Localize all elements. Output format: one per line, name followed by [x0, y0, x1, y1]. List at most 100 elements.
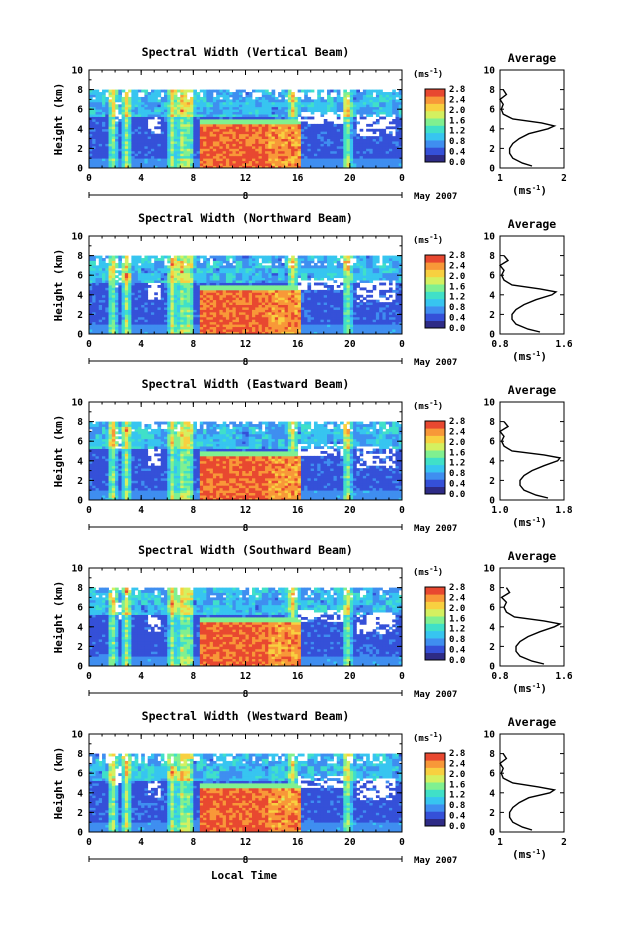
heatmap-cell [160, 331, 165, 335]
heatmap-cell [157, 143, 162, 147]
colorbar-tick-label: 1.2 [449, 127, 465, 137]
heatmap-cell [98, 99, 103, 103]
heatmap-cell [167, 109, 171, 113]
heatmap-cell [105, 101, 109, 105]
heatmap-cell [258, 289, 263, 293]
heatmap-cell [291, 109, 295, 113]
heatmap-cell [242, 128, 246, 132]
heatmap-cell [291, 285, 295, 288]
heatmap-cell [118, 104, 122, 108]
heatmap-cell [278, 311, 282, 315]
heatmap-cell [225, 309, 230, 313]
heatmap-cell [102, 329, 106, 332]
heatmap-cell [170, 314, 175, 318]
heatmap-cell [111, 309, 116, 313]
heatmap-cell [327, 143, 331, 147]
heatmap-cell [183, 302, 188, 305]
heatmap-cell [245, 275, 250, 279]
heatmap-cell [180, 267, 184, 271]
heatmap-cell [235, 272, 240, 276]
heatmap-cell [111, 128, 116, 132]
heatmap-cell [278, 282, 282, 286]
heatmap-cell [242, 319, 246, 323]
heatmap-cell [92, 101, 96, 105]
heatmap-cell [154, 326, 158, 330]
heatmap-cell [242, 289, 246, 293]
average-y-tick-label: 2 [489, 144, 495, 155]
heatmap-cell [212, 319, 217, 323]
heatmap-cell [284, 121, 289, 125]
heatmap-cell [229, 155, 233, 159]
heatmap-cell [388, 96, 393, 100]
heatmap-cell [313, 163, 318, 166]
heatmap-cell [317, 148, 321, 152]
heatmap-cell [173, 123, 178, 127]
heatmap-cell [379, 101, 383, 105]
heatmap-cell [131, 309, 136, 313]
heatmap-cell [248, 314, 253, 318]
heatmap-cell [134, 329, 139, 332]
heatmap-cell [150, 160, 155, 164]
heatmap-cell [177, 121, 181, 125]
heatmap-cell [291, 111, 295, 115]
heatmap-cell [98, 150, 103, 154]
heatmap-cell [173, 262, 178, 266]
heatmap-cell [229, 314, 233, 318]
heatmap-cell [193, 324, 197, 328]
heatmap-cell [252, 267, 256, 271]
heatmap-cell [118, 285, 122, 288]
heatmap-cell [212, 316, 217, 320]
heatmap-cell [281, 109, 286, 113]
heatmap-cell [98, 109, 103, 113]
heatmap-cell [150, 150, 155, 154]
heatmap-cell [219, 319, 224, 323]
heatmap-cell [310, 104, 315, 108]
heatmap-cell [261, 319, 266, 323]
heatmap-cell [115, 282, 119, 286]
heatmap-cell [180, 270, 184, 274]
heatmap-cell [304, 150, 308, 154]
heatmap-cell [131, 114, 136, 117]
heatmap-cell [206, 165, 211, 169]
heatmap-cell [388, 121, 393, 125]
heatmap-cell [160, 287, 165, 291]
heatmap-cell [340, 138, 344, 142]
heatmap-cell [193, 292, 197, 296]
heatmap-cell [398, 114, 403, 117]
heatmap-cell [235, 99, 240, 103]
heatmap-cell [362, 160, 367, 164]
heatmap-cell [287, 163, 292, 166]
heatmap-cell [134, 267, 139, 271]
heatmap-cell [340, 106, 344, 110]
heatmap-cell [144, 133, 149, 137]
heatmap-cell [95, 145, 100, 149]
heatmap-cell [209, 92, 214, 95]
heatmap-cell [105, 304, 109, 308]
heatmap-cell [160, 262, 165, 266]
heatmap-cell [199, 89, 204, 93]
heatmap-cell [154, 99, 158, 103]
heatmap-cell [163, 265, 168, 269]
heatmap-cell [128, 311, 132, 315]
heatmap-cell [219, 304, 224, 308]
heatmap-cell [265, 123, 269, 127]
heatmap-cell [274, 275, 279, 279]
heatmap-cell [265, 287, 269, 291]
heatmap-cell [186, 255, 191, 259]
heatmap-cell [193, 319, 197, 323]
heatmap-cell [297, 316, 302, 320]
heatmap-cell [353, 155, 357, 159]
heatmap-cell [137, 304, 142, 308]
heatmap-cell [111, 289, 116, 293]
day-marker: 8 [243, 191, 249, 202]
heatmap-cell [183, 270, 188, 274]
heatmap-cell [281, 119, 286, 122]
heatmap-cell [268, 255, 272, 259]
heatmap-cell [287, 297, 292, 301]
heatmap-cell [287, 136, 292, 139]
heatmap-cell [261, 94, 266, 98]
heatmap-cell [320, 128, 325, 132]
heatmap-cell [261, 116, 266, 120]
heatmap-cell [258, 321, 263, 325]
heatmap-cell [284, 321, 289, 325]
